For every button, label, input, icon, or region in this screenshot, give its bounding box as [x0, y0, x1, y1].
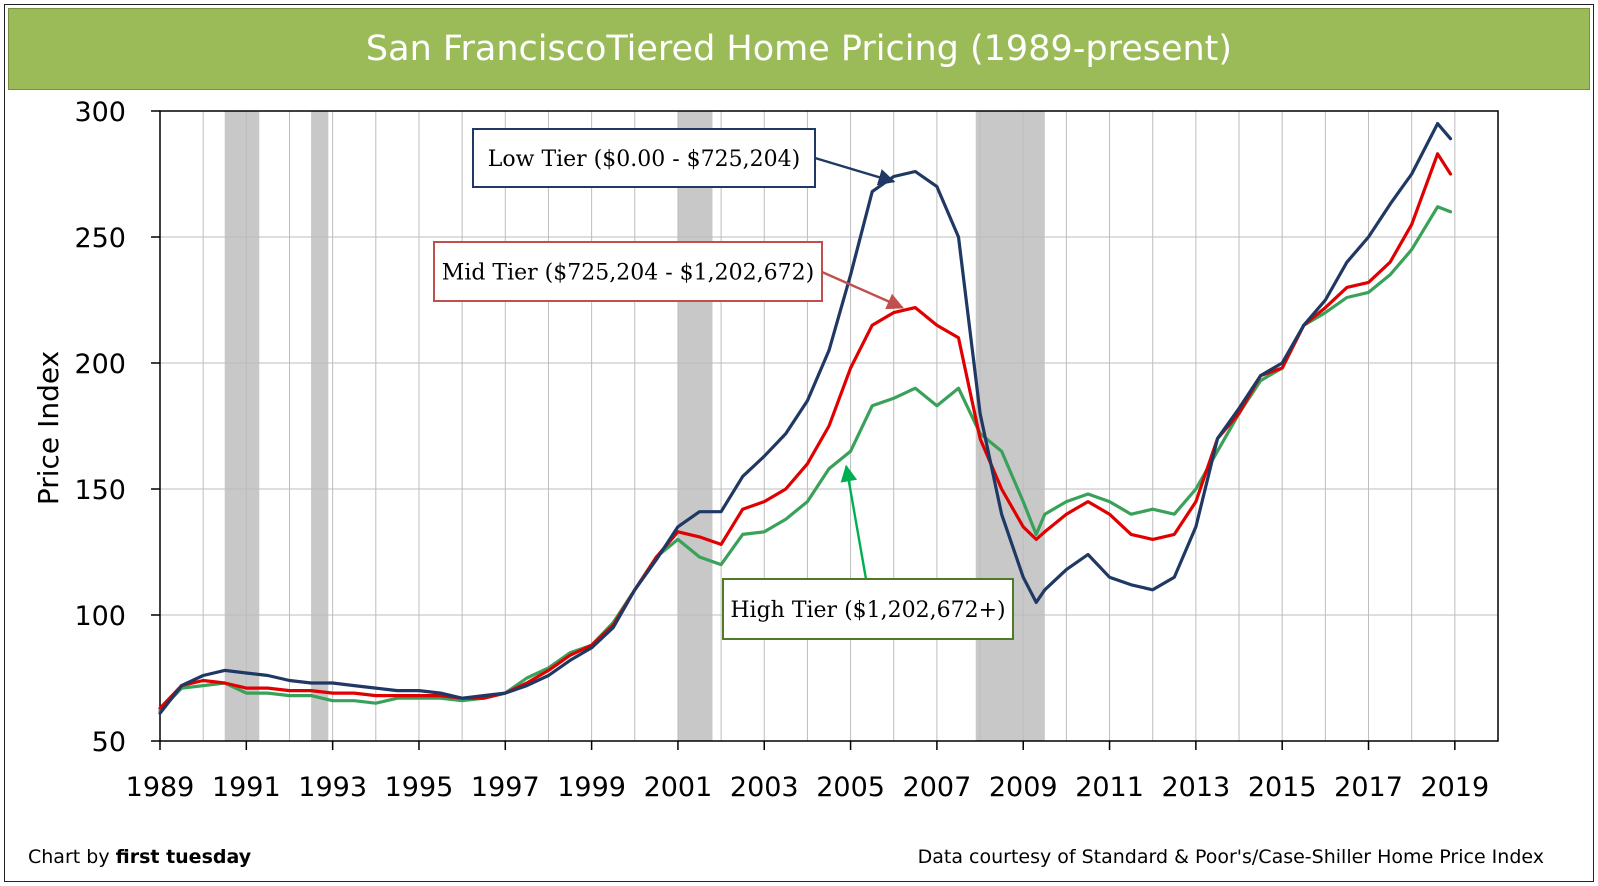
x-tick-label: 1997	[471, 772, 540, 803]
x-tick-label: 2009	[989, 772, 1058, 803]
credit-prefix: Chart by	[28, 846, 116, 868]
axes: 1989 1991 1993 1995 1997 1999 2001 2003 2005 2007…	[74, 97, 1499, 803]
x-tick-label: 2019	[1420, 772, 1489, 803]
x-tick-label: 1991	[212, 772, 281, 803]
y-axis-label: Price Index	[32, 351, 65, 505]
plot-area	[159, 110, 1499, 742]
annotation-box-0	[472, 128, 816, 188]
x-tick-label: 2003	[730, 772, 799, 803]
annotation-label-2: High Tier ($1,202,672+)	[730, 598, 1005, 623]
recession-band-0	[224, 111, 260, 741]
y-tick-label: 300	[74, 97, 126, 128]
series-line-0	[158, 121, 1453, 715]
chart-title: San FranciscoTiered Home Pricing (1989-p…	[365, 29, 1233, 69]
x-tick-label: 2005	[816, 772, 885, 803]
x-tick-label: 2007	[903, 772, 972, 803]
y-tick-label: 50	[92, 727, 126, 758]
chart-credit: Chart by first tuesday	[28, 846, 251, 868]
y-tick-label: 250	[74, 223, 126, 254]
x-tick-label: 1999	[557, 772, 626, 803]
annotation-arrow-0	[814, 156, 896, 186]
title-bar: San FranciscoTiered Home Pricing (1989-p…	[8, 8, 1590, 90]
recession-band-2	[677, 111, 713, 741]
y-tick-label: 150	[74, 475, 126, 506]
credit-brand: first tuesday	[115, 846, 252, 868]
x-tick-label: 2013	[1162, 772, 1231, 803]
x-tick-label: 2011	[1075, 772, 1144, 803]
annotations: Low Tier ($0.00 - $725,204) Mid Tier ($72…	[433, 128, 1014, 640]
annotation-label-0: Low Tier ($0.00 - $725,204)	[488, 147, 800, 172]
annotation-label-1: Mid Tier ($725,204 - $1,202,672)	[442, 261, 814, 286]
recession-band-3	[975, 111, 1045, 741]
x-tick-label: 1989	[126, 772, 195, 803]
series-lines	[158, 121, 1453, 715]
annotation-arrow-2	[840, 464, 868, 580]
x-tick-label: 2017	[1334, 772, 1403, 803]
x-tick-label: 1993	[298, 772, 367, 803]
series-line-1	[158, 152, 1453, 710]
y-tick-label: 100	[74, 601, 126, 632]
annotation-box-1	[433, 241, 823, 302]
x-tick-label: 1995	[385, 772, 454, 803]
gridlines	[160, 111, 1498, 741]
x-tick-label: 2015	[1248, 772, 1317, 803]
x-tick-label: 2001	[644, 772, 713, 803]
y-tick-label: 200	[74, 349, 126, 380]
data-source: Data courtesy of Standard & Poor's/Case-…	[917, 846, 1544, 868]
annotation-arrow-1	[821, 270, 904, 310]
recession-band-1	[311, 111, 329, 741]
annotation-box-2	[722, 578, 1014, 640]
